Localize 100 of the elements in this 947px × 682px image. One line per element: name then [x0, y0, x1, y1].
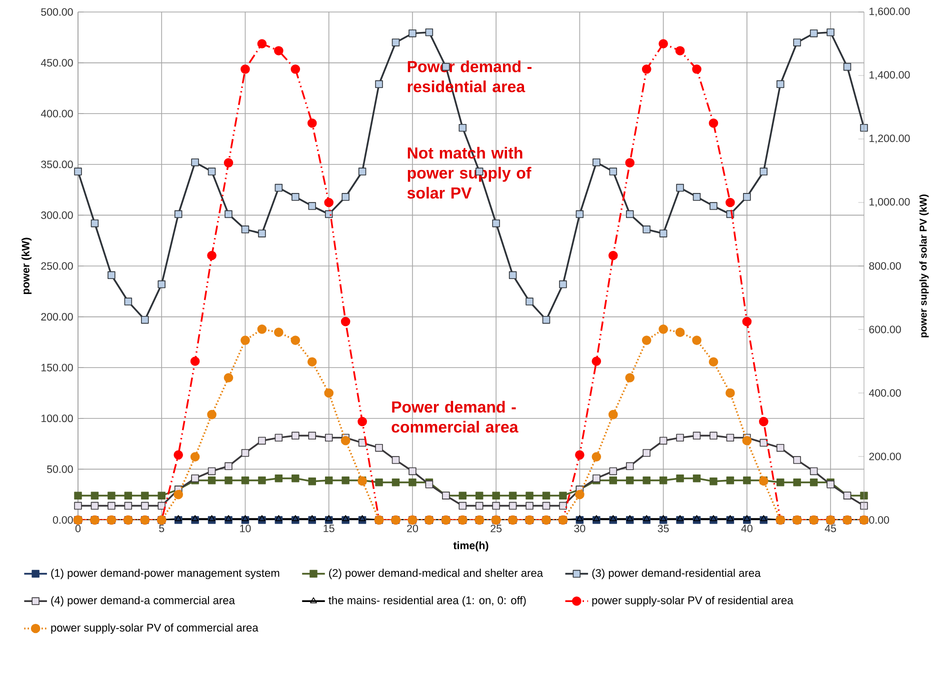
- point: [726, 515, 734, 522]
- point: [692, 474, 701, 482]
- y-tick-label: 500.00: [41, 8, 73, 16]
- point: [693, 515, 700, 522]
- point: [726, 434, 734, 442]
- point: [760, 168, 768, 176]
- y-tick-label: 100.00: [41, 414, 73, 422]
- point: [675, 46, 685, 56]
- point: [758, 416, 768, 426]
- point: [575, 450, 584, 460]
- point: [458, 124, 467, 132]
- point: [592, 474, 600, 482]
- point: [258, 476, 266, 484]
- y-axis-title: power (kW): [22, 238, 32, 294]
- point: [224, 462, 232, 470]
- point: [692, 336, 702, 345]
- point: [492, 492, 500, 500]
- point: [726, 476, 734, 484]
- y-tick-label: 450.00: [40, 59, 73, 67]
- y2-tick-label: 800.00: [869, 262, 901, 270]
- point: [191, 158, 199, 166]
- point: [475, 492, 484, 500]
- point: [108, 271, 116, 279]
- point: [240, 336, 250, 345]
- point: [626, 515, 634, 522]
- y2-tick-label: 1,400.00: [870, 71, 910, 80]
- point: [274, 46, 284, 56]
- point: [708, 357, 718, 367]
- y-tick-label: 350.00: [41, 160, 73, 168]
- point: [743, 476, 751, 484]
- point: [793, 478, 801, 486]
- point: [340, 316, 350, 326]
- point: [708, 118, 718, 128]
- point: [207, 250, 216, 260]
- x-tick-label: 15: [324, 524, 334, 532]
- point: [675, 328, 685, 338]
- point: [342, 476, 350, 484]
- point: [240, 64, 250, 74]
- point: [257, 39, 267, 48]
- point: [290, 64, 300, 74]
- point: [274, 474, 283, 482]
- point: [225, 515, 232, 522]
- y2-tick-label: 1,200.00: [870, 134, 910, 144]
- point: [174, 490, 184, 500]
- point: [559, 492, 567, 500]
- y-tick-label: 250.00: [41, 262, 73, 270]
- point: [274, 184, 283, 192]
- point: [292, 515, 299, 522]
- point: [508, 271, 517, 279]
- x-tick-label: 10: [240, 524, 251, 532]
- point: [392, 478, 400, 486]
- point: [425, 28, 434, 36]
- point: [324, 476, 333, 484]
- point: [190, 452, 200, 462]
- point: [642, 476, 650, 484]
- point: [308, 432, 316, 440]
- point: [141, 492, 149, 500]
- point: [224, 210, 232, 218]
- point: [492, 502, 500, 510]
- legend-label: (3) power demand-residential area: [592, 568, 761, 580]
- point: [324, 198, 334, 208]
- point: [542, 492, 550, 500]
- point: [658, 324, 668, 334]
- point: [776, 444, 784, 452]
- point: [659, 436, 668, 445]
- point: [676, 515, 684, 522]
- point: [292, 474, 300, 482]
- point: [860, 492, 868, 500]
- point: [242, 515, 249, 522]
- x-tick-label: 20: [407, 524, 418, 532]
- point: [660, 515, 667, 522]
- point: [392, 456, 400, 464]
- point: [108, 492, 116, 500]
- y2-axis-title: power supply of solar PV (kW): [919, 194, 929, 338]
- point: [274, 328, 284, 338]
- point: [810, 29, 818, 38]
- point: [292, 432, 300, 440]
- point: [458, 492, 467, 500]
- point: [292, 193, 300, 201]
- point: [307, 118, 317, 128]
- point: [726, 198, 735, 208]
- point: [526, 298, 534, 306]
- point: [659, 230, 668, 238]
- y-tick-label: 400.00: [40, 110, 73, 118]
- point: [191, 474, 199, 482]
- y-tick-label: 200.00: [41, 313, 73, 321]
- point: [224, 158, 234, 168]
- point: [74, 492, 82, 500]
- x-tick-label: 5: [159, 524, 164, 532]
- point: [358, 416, 367, 426]
- point: [274, 434, 283, 442]
- x-tick-label: 30: [574, 524, 586, 532]
- x-tick-label: 40: [741, 524, 752, 532]
- point: [258, 436, 266, 445]
- point: [576, 515, 584, 522]
- point: [307, 357, 317, 367]
- point: [342, 193, 350, 201]
- point: [742, 316, 752, 326]
- point: [776, 478, 784, 486]
- point: [609, 476, 618, 484]
